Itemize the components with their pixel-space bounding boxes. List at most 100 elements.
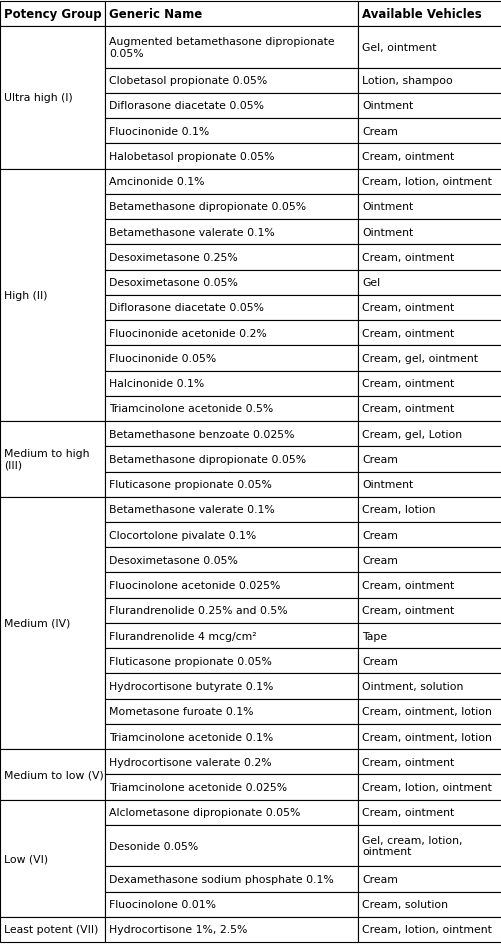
Bar	[0, 917, 105, 942]
Bar	[105, 623, 357, 649]
Text: Fluocinolone 0.01%: Fluocinolone 0.01%	[109, 900, 215, 909]
Bar	[105, 674, 357, 699]
Text: Fluocinonide 0.1%: Fluocinonide 0.1%	[109, 126, 209, 137]
Text: Gel, cream, lotion,
ointment: Gel, cream, lotion, ointment	[361, 834, 461, 856]
Bar	[357, 497, 501, 522]
Text: Medium to low (V): Medium to low (V)	[4, 769, 104, 780]
Bar	[357, 750, 501, 775]
Text: Cream, gel, ointment: Cream, gel, ointment	[361, 353, 477, 363]
Text: Least potent (VII): Least potent (VII)	[4, 924, 98, 935]
Text: Ointment: Ointment	[361, 202, 412, 212]
Bar	[357, 119, 501, 144]
Bar	[357, 93, 501, 119]
Bar	[105, 119, 357, 144]
Text: Clobetasol propionate 0.05%: Clobetasol propionate 0.05%	[109, 76, 267, 86]
Text: Fluticasone propionate 0.05%: Fluticasone propionate 0.05%	[109, 480, 272, 490]
Text: Hydrocortisone valerate 0.2%: Hydrocortisone valerate 0.2%	[109, 757, 271, 767]
Bar	[105, 497, 357, 522]
Bar	[357, 623, 501, 649]
Text: Potency Group: Potency Group	[4, 8, 101, 21]
Bar	[105, 775, 357, 800]
Text: Augmented betamethasone dipropionate
0.05%: Augmented betamethasone dipropionate 0.0…	[109, 37, 334, 59]
Text: Cream, ointment: Cream, ointment	[361, 253, 453, 262]
Text: Ointment, solution: Ointment, solution	[361, 682, 462, 691]
Bar	[0, 497, 105, 750]
Text: Cream: Cream	[361, 874, 397, 884]
Text: Cream, ointment, lotion: Cream, ointment, lotion	[361, 707, 491, 716]
Bar	[105, 699, 357, 724]
Text: Diflorasone diacetate 0.05%: Diflorasone diacetate 0.05%	[109, 303, 264, 313]
Text: Betamethasone benzoate 0.025%: Betamethasone benzoate 0.025%	[109, 430, 294, 439]
Text: Cream, ointment, lotion: Cream, ointment, lotion	[361, 732, 491, 742]
Bar	[105, 724, 357, 750]
Bar	[0, 800, 105, 917]
Text: Hydrocortisone butyrate 0.1%: Hydrocortisone butyrate 0.1%	[109, 682, 273, 691]
Bar	[357, 69, 501, 93]
Bar	[105, 194, 357, 220]
Text: Cream, lotion: Cream, lotion	[361, 505, 435, 514]
Text: Low (VI): Low (VI)	[4, 853, 48, 864]
Bar	[105, 472, 357, 497]
Bar	[105, 548, 357, 573]
Text: Amcinonide 0.1%: Amcinonide 0.1%	[109, 177, 204, 187]
Text: Cream, ointment: Cream, ointment	[361, 152, 453, 161]
Bar	[105, 891, 357, 917]
Text: High (II): High (II)	[4, 291, 48, 300]
Text: Cream: Cream	[361, 530, 397, 540]
Text: Betamethasone dipropionate 0.05%: Betamethasone dipropionate 0.05%	[109, 454, 306, 464]
Bar	[0, 27, 105, 169]
Text: Fluocinonide acetonide 0.2%: Fluocinonide acetonide 0.2%	[109, 329, 266, 338]
Text: Dexamethasone sodium phosphate 0.1%: Dexamethasone sodium phosphate 0.1%	[109, 874, 333, 884]
Bar	[105, 144, 357, 169]
Text: Tape: Tape	[361, 631, 386, 641]
Bar	[357, 522, 501, 548]
Text: Cream, ointment: Cream, ointment	[361, 581, 453, 591]
Bar	[105, 371, 357, 396]
Text: Betamethasone valerate 0.1%: Betamethasone valerate 0.1%	[109, 505, 274, 514]
Text: Ultra high (I): Ultra high (I)	[4, 93, 73, 103]
Text: Cream, lotion, ointment: Cream, lotion, ointment	[361, 924, 491, 935]
Text: Cream, ointment: Cream, ointment	[361, 404, 453, 414]
Text: Cream: Cream	[361, 656, 397, 666]
Text: Desonide 0.05%: Desonide 0.05%	[109, 841, 198, 851]
Bar	[357, 295, 501, 321]
Bar	[357, 220, 501, 245]
Text: Triamcinolone acetonide 0.1%: Triamcinolone acetonide 0.1%	[109, 732, 273, 742]
Text: Cream, ointment: Cream, ointment	[361, 329, 453, 338]
Text: Cream, ointment: Cream, ointment	[361, 807, 453, 818]
Bar	[105, 245, 357, 270]
Text: Cream: Cream	[361, 454, 397, 464]
Bar	[357, 825, 501, 867]
Text: Gel: Gel	[361, 278, 379, 288]
Bar	[105, 422, 357, 447]
Bar	[357, 27, 501, 69]
Bar	[357, 891, 501, 917]
Bar	[357, 598, 501, 623]
Bar	[105, 825, 357, 867]
Bar	[105, 69, 357, 93]
Bar	[357, 270, 501, 295]
Bar	[357, 472, 501, 497]
Bar	[357, 346, 501, 371]
Bar	[357, 867, 501, 891]
Text: Medium (IV): Medium (IV)	[4, 618, 70, 629]
Text: Triamcinolone acetonide 0.5%: Triamcinolone acetonide 0.5%	[109, 404, 273, 414]
Text: Halcinonide 0.1%: Halcinonide 0.1%	[109, 379, 204, 389]
Bar	[357, 371, 501, 396]
Bar	[105, 346, 357, 371]
Text: Desoximetasone 0.25%: Desoximetasone 0.25%	[109, 253, 237, 262]
Bar	[357, 422, 501, 447]
Text: Clocortolone pivalate 0.1%: Clocortolone pivalate 0.1%	[109, 530, 256, 540]
Bar	[357, 2, 501, 27]
Text: Alclometasone dipropionate 0.05%: Alclometasone dipropionate 0.05%	[109, 807, 300, 818]
Bar	[105, 800, 357, 825]
Bar	[105, 270, 357, 295]
Text: Triamcinolone acetonide 0.025%: Triamcinolone acetonide 0.025%	[109, 783, 287, 792]
Text: Cream, ointment: Cream, ointment	[361, 606, 453, 615]
Text: Ointment: Ointment	[361, 480, 412, 490]
Text: Cream, lotion, ointment: Cream, lotion, ointment	[361, 177, 491, 187]
Bar	[357, 724, 501, 750]
Bar	[105, 598, 357, 623]
Bar	[357, 917, 501, 942]
Bar	[357, 144, 501, 169]
